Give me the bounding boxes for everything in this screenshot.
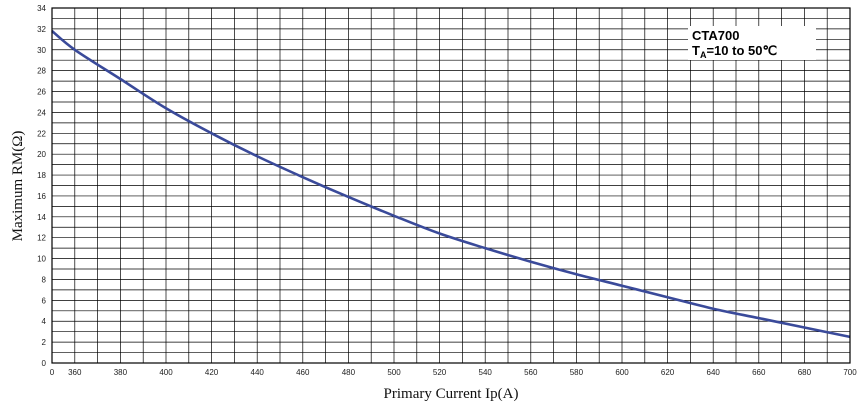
y-tick-label: 10 (37, 255, 46, 264)
x-tick-label: 600 (615, 368, 629, 377)
series-line (51, 29, 851, 339)
x-tick-label: 420 (205, 368, 219, 377)
y-tick-label: 20 (37, 150, 46, 159)
x-axis-title: Primary Current Ip(A) (384, 386, 519, 402)
y-tick-label: 14 (37, 213, 46, 222)
y-tick-label: 8 (42, 275, 47, 284)
y-tick-label: 16 (37, 192, 46, 201)
y-tick-label: 12 (37, 234, 46, 243)
x-tick-label: 440 (251, 368, 265, 377)
x-tick-label: 540 (479, 368, 493, 377)
legend-box: CTA700 TA=10 to 50℃ (688, 26, 816, 60)
y-tick-label: 0 (42, 359, 47, 368)
y-tick-label: 28 (37, 67, 46, 76)
x-tick-label: 520 (433, 368, 447, 377)
x-tick-label: 580 (570, 368, 584, 377)
legend-temperature: TA=10 to 50℃ (692, 43, 777, 60)
series-layer (51, 29, 851, 339)
y-tick-label: 30 (37, 46, 46, 55)
y-tick-label: 4 (42, 317, 47, 326)
grid (52, 8, 850, 363)
legend-model: CTA700 (692, 28, 739, 43)
y-tick-label: 6 (42, 296, 47, 305)
x-tick-label: 460 (296, 368, 310, 377)
x-tick-label: 660 (752, 368, 766, 377)
x-tick-label: 0 (50, 368, 55, 377)
x-tick-label: 500 (387, 368, 401, 377)
y-axis-title: Maximum RM(Ω) (10, 131, 26, 242)
plot-frame (51, 7, 851, 364)
x-tick-label: 700 (843, 368, 857, 377)
x-tick-label: 360 (68, 368, 82, 377)
y-tick-label: 2 (42, 338, 47, 347)
x-tick-label: 480 (342, 368, 356, 377)
x-tick-label: 380 (114, 368, 128, 377)
y-tick-label: 32 (37, 25, 46, 34)
y-tick-label: 22 (37, 129, 46, 138)
x-tick-label: 620 (661, 368, 675, 377)
x-tick-label: 680 (798, 368, 812, 377)
x-tick-label: 400 (159, 368, 173, 377)
x-tick-label: 640 (707, 368, 721, 377)
y-tick-label: 34 (37, 4, 46, 13)
y-tick-label: 18 (37, 171, 46, 180)
x-tick-labels: 0 360 380 400 420 440 460 480 500 520 540 560 580 600… (50, 368, 857, 377)
y-tick-label: 26 (37, 88, 46, 97)
x-tick-label: 560 (524, 368, 538, 377)
y-tick-label: 24 (37, 108, 46, 117)
